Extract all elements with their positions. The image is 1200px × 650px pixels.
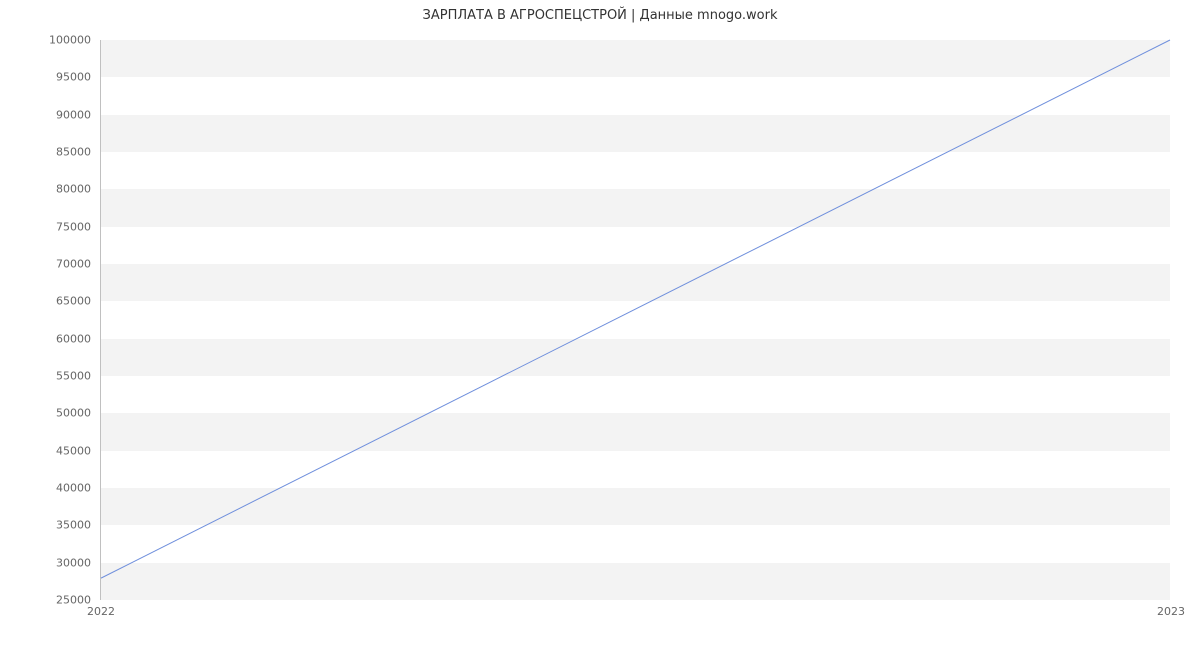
y-tick-label: 45000 [56, 444, 91, 457]
plot-area: 2500030000350004000045000500005500060000… [100, 40, 1170, 600]
y-tick-label: 80000 [56, 183, 91, 196]
y-tick-label: 55000 [56, 370, 91, 383]
y-tick-label: 50000 [56, 407, 91, 420]
y-tick-label: 100000 [49, 34, 91, 47]
y-tick-label: 35000 [56, 519, 91, 532]
y-tick-label: 95000 [56, 71, 91, 84]
series-line [101, 40, 1170, 578]
salary-chart: ЗАРПЛАТА В АГРОСПЕЦСТРОЙ | Данные mnogo.… [0, 0, 1200, 650]
x-tick-label: 2023 [1157, 605, 1185, 618]
x-tick-label: 2022 [87, 605, 115, 618]
y-tick-label: 65000 [56, 295, 91, 308]
y-tick-label: 25000 [56, 594, 91, 607]
y-tick-label: 40000 [56, 482, 91, 495]
y-tick-label: 70000 [56, 258, 91, 271]
line-layer [101, 40, 1170, 599]
y-tick-label: 90000 [56, 108, 91, 121]
y-tick-label: 30000 [56, 556, 91, 569]
chart-title: ЗАРПЛАТА В АГРОСПЕЦСТРОЙ | Данные mnogo.… [0, 8, 1200, 23]
y-tick-label: 60000 [56, 332, 91, 345]
y-tick-label: 85000 [56, 146, 91, 159]
y-tick-label: 75000 [56, 220, 91, 233]
